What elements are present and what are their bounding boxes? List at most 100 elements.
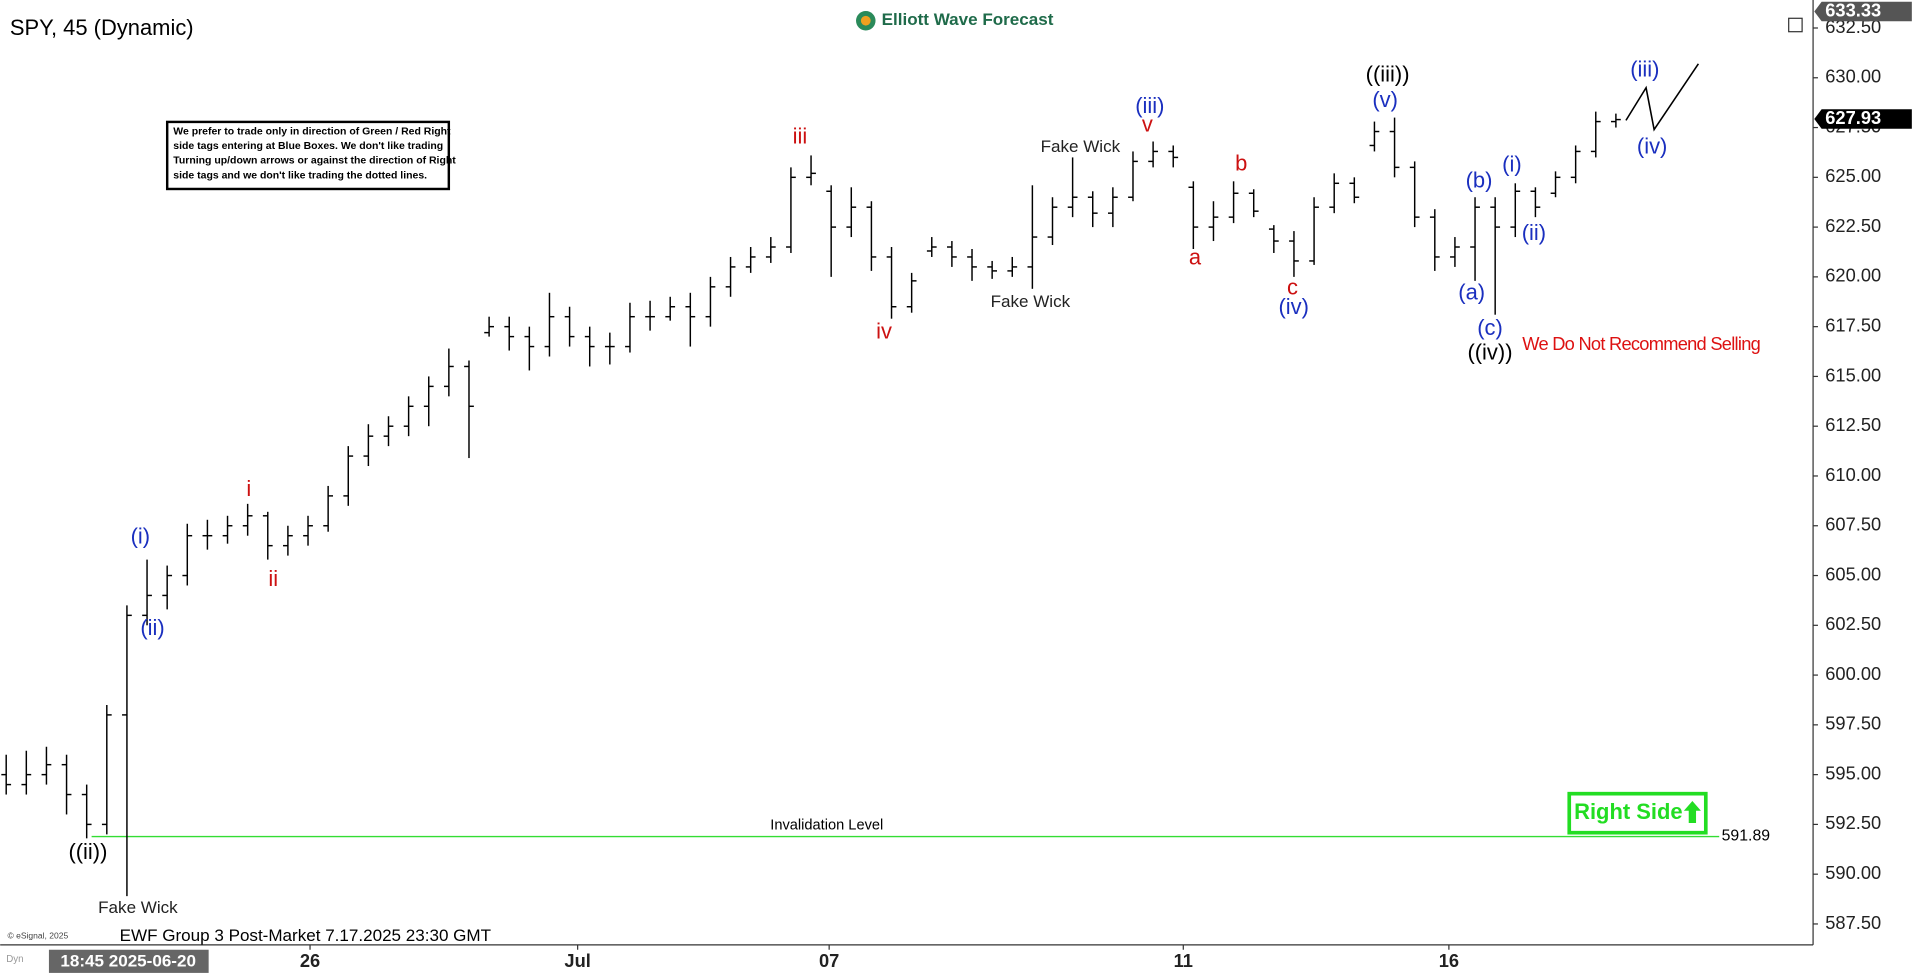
ohlc-bar: [1248, 189, 1259, 218]
ohlc-bar: [1087, 191, 1098, 228]
wave-label: ((iii)): [1366, 61, 1410, 86]
ohlc-bar: [765, 237, 776, 263]
ohlc-bar: [866, 201, 877, 271]
ohlc-bar: [906, 272, 917, 313]
ohlc-bar: [625, 302, 635, 353]
ohlc-bar: [846, 187, 857, 238]
wave-label: b: [1235, 150, 1247, 175]
ohlc-bar: [926, 237, 937, 257]
ohlc-bar: [262, 511, 273, 560]
top-price-box: [1814, 1, 1912, 22]
ohlc-bar: [604, 332, 615, 365]
wave-label: c: [1287, 275, 1298, 300]
wave-label: We Do Not Recommend Selling: [1522, 333, 1760, 354]
wave-label: ((ii)): [68, 839, 107, 864]
last-price-label: 627.93: [1825, 107, 1881, 128]
ohlc-bar: [81, 784, 92, 839]
projection-path: [1625, 63, 1700, 132]
x-tick-label: 07: [819, 950, 839, 971]
wave-label: iii: [793, 124, 808, 149]
ohlc-bar: [947, 241, 957, 267]
note-line: side tags entering at Blue Boxes. We don…: [173, 141, 443, 152]
footer: EWF Group 3 Post-Market 7.17.2025 23:30 …: [120, 926, 492, 945]
cursor-label-box: [48, 949, 209, 973]
ohlc-bar: [1309, 197, 1319, 265]
ohlc-bar: [544, 292, 555, 357]
ohlc-bar: [806, 155, 816, 186]
wave-label: v: [1142, 111, 1153, 136]
logo-icon-inner: [860, 15, 871, 26]
y-tick-label: 605.00: [1825, 563, 1881, 584]
y-tick-label: 600.00: [1825, 663, 1881, 684]
ohlc-bar: [1510, 183, 1521, 238]
ohlc-bar: [1148, 141, 1158, 168]
wave-label: (i): [131, 523, 151, 548]
ohlc-bar: [584, 326, 595, 367]
invalidation-label: Invalidation Level: [770, 817, 883, 833]
source: © eSignal, 2025: [7, 931, 68, 941]
ohlc-bar: [1550, 171, 1561, 198]
y-tick-label: 630.00: [1825, 66, 1881, 87]
wave-label: i: [246, 476, 251, 501]
wave-label: (v): [1372, 87, 1398, 112]
ohlc-bar: [1168, 145, 1179, 168]
logo: Elliott Wave Forecast: [856, 10, 1054, 31]
y-tick-label: 622.50: [1825, 215, 1881, 236]
ohlc-bar: [1429, 209, 1440, 271]
ohlc-bar: [886, 247, 897, 319]
ohlc-bar: [967, 249, 977, 281]
ohlc-bar: [464, 360, 474, 459]
ohlc-bar: [403, 396, 414, 437]
invalidation-value: 591.89: [1722, 828, 1771, 845]
y-tick-label: 597.50: [1825, 713, 1881, 734]
ohlc-bar: [363, 424, 374, 467]
wave-label: (iii): [1135, 93, 1164, 118]
chart-title: SPY, 45 (Dynamic): [10, 15, 194, 40]
x-tick-label: 11: [1174, 950, 1193, 971]
ohlc-bar: [1188, 181, 1199, 250]
ohlc-bar: [504, 316, 515, 351]
corner-label: Dyn: [6, 954, 23, 965]
y-tick-label: 625.00: [1825, 165, 1881, 186]
note-line: side tags and we don't like trading the …: [173, 170, 427, 181]
last-price-box: [1814, 109, 1912, 129]
ohlc-bar: [1570, 145, 1581, 184]
ohlc-bar: [1067, 157, 1078, 218]
ohlc-bar: [1470, 197, 1480, 281]
wave-label: (i): [1502, 152, 1522, 177]
ohlc-bar: [222, 515, 233, 544]
y-tick-label: 615.00: [1825, 364, 1881, 385]
ohlc-bar: [1389, 117, 1400, 178]
note-box: We prefer to trade only in direction of …: [165, 120, 456, 191]
note-frame: [165, 120, 451, 191]
y-tick-label: 590.00: [1825, 862, 1881, 883]
ohlc-bar: [826, 185, 837, 277]
right-side-frame: [1567, 791, 1708, 835]
ohlc-bar: [1409, 161, 1420, 228]
ohlc-bar: [323, 485, 334, 532]
ohlc-bar: [1450, 237, 1460, 267]
wave-label: (b): [1466, 167, 1493, 192]
wave-label: Fake Wick: [991, 292, 1071, 311]
x-tick-label: 16: [1439, 950, 1459, 971]
ohlc-bar: [1530, 187, 1541, 218]
y-tick-label: 617.50: [1825, 314, 1881, 335]
ohlc-bar: [162, 565, 173, 610]
y-tick-label: 610.00: [1825, 464, 1881, 485]
ohlc-bar: [283, 525, 293, 556]
note-line: We prefer to trade only in direction of …: [173, 126, 451, 137]
wave-label: (a): [1458, 280, 1485, 305]
ohlc-bar: [1128, 151, 1138, 202]
ohlc-bar: [1349, 177, 1360, 204]
y-tick-label: 595.00: [1825, 762, 1881, 783]
ohlc-bar: [1369, 121, 1380, 152]
ohlc-bar: [987, 260, 998, 279]
cursor-label: 18:45 2025-06-20: [60, 951, 196, 970]
ohlc-bar: [564, 306, 575, 347]
y-tick-label: 612.50: [1825, 414, 1881, 435]
ohlc-bar: [242, 503, 253, 536]
ohlc-bar: [142, 559, 152, 626]
wave-label: (ii): [140, 615, 164, 640]
ohlc-bar: [645, 300, 655, 331]
